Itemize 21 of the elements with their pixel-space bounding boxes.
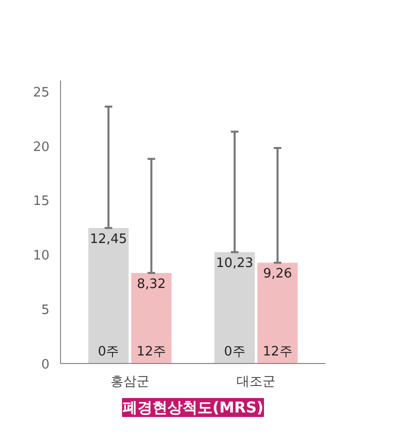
y-tick-label: 15: [32, 194, 50, 210]
text: 폐경현상척도(MRS): [122, 398, 264, 416]
y-tick-label: 5: [41, 303, 50, 318]
series-label: 0주: [98, 344, 120, 360]
data-label: 10,23: [216, 256, 254, 272]
bar: [131, 272, 172, 364]
text: 0주: [224, 344, 246, 360]
bar: [257, 262, 298, 364]
y-tick-label: 0: [41, 358, 50, 372]
data-label: 12,45: [90, 232, 128, 247]
bar: [214, 252, 255, 364]
y-tick-label: 10: [32, 248, 50, 264]
x-tick-label: 대조군: [236, 374, 276, 390]
data-label: 9,26: [263, 266, 292, 282]
bar: [88, 228, 129, 364]
text: 12주: [262, 344, 292, 360]
y-tick-label: 20: [32, 140, 50, 155]
data-label: 8,32: [136, 276, 166, 292]
x-tick-label: 홍삼군: [110, 374, 150, 390]
y-tick-label: 25: [32, 85, 50, 100]
series-label: 12주: [136, 344, 166, 360]
